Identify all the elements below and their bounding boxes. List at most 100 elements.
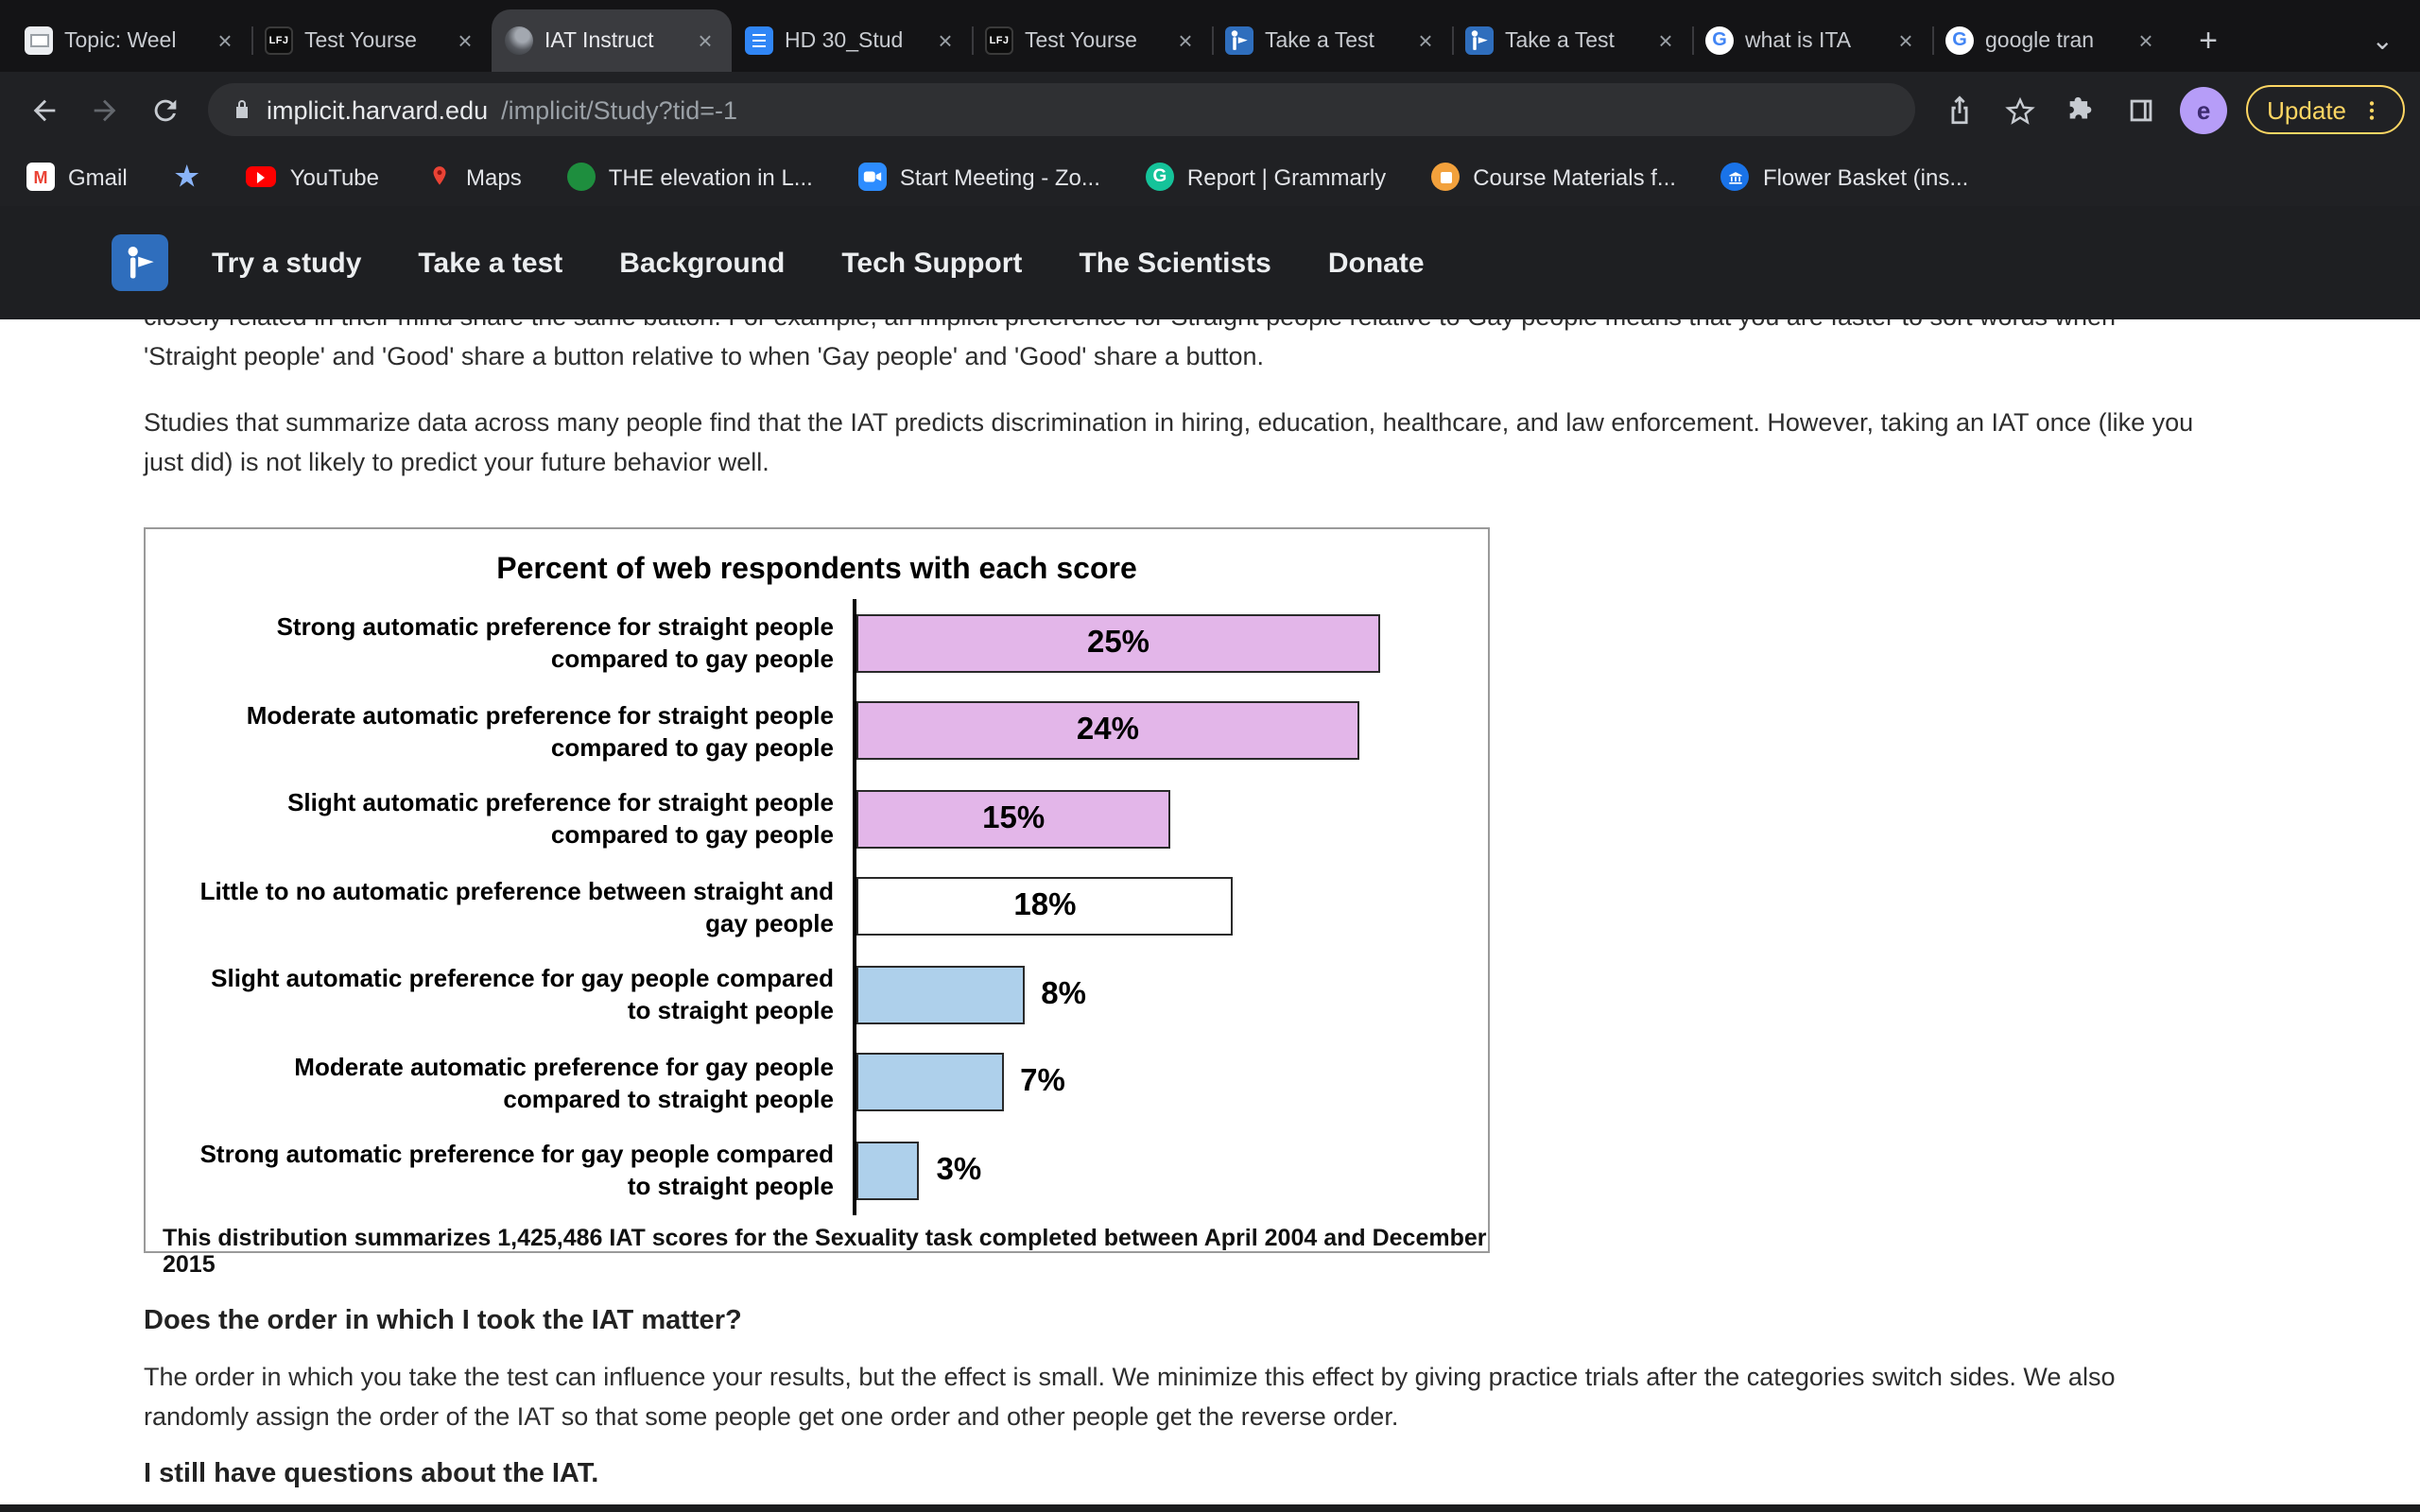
nav-donate[interactable]: Donate xyxy=(1327,247,1425,279)
bar: 24% xyxy=(856,701,1359,761)
bar xyxy=(856,1141,920,1200)
category-label: Slight automatic preference for straight… xyxy=(287,788,834,850)
close-icon[interactable]: × xyxy=(1418,26,1433,54)
bookmark-star-icon[interactable] xyxy=(1991,81,2048,138)
project-implicit-logo[interactable] xyxy=(112,234,168,291)
back-button[interactable] xyxy=(15,81,72,138)
tab-test-yourself-1[interactable]: LFJ Test Yourse × xyxy=(251,9,492,72)
google-icon: G xyxy=(1945,26,1974,55)
body-text: Studies that summarize data across many … xyxy=(144,408,2194,437)
bookmark-youtube[interactable]: YouTube xyxy=(246,163,379,190)
tab-iat-instructions-active[interactable]: IAT Instruct × xyxy=(492,9,732,72)
bookmark-flower-basket[interactable]: Flower Basket (ins... xyxy=(1720,163,1968,191)
bookmark-grammarly[interactable]: G Report | Grammarly xyxy=(1145,163,1387,191)
bookmark-course-materials[interactable]: Course Materials f... xyxy=(1431,163,1676,191)
tab-google-translate[interactable]: G google tran × xyxy=(1932,9,2172,72)
implicit-logo-icon xyxy=(1225,26,1253,55)
bookmark-the-elevation[interactable]: THE elevation in L... xyxy=(566,163,813,191)
clipped-paragraph: closely related in their mind share the … xyxy=(144,319,2420,336)
update-button[interactable]: Update xyxy=(2246,85,2405,134)
page-content: closely related in their mind share the … xyxy=(0,319,2420,1512)
chart-row: Little to no automatic preference betwee… xyxy=(146,863,1488,951)
tab-strip: Topic: Weel × LFJ Test Yourse × IAT Inst… xyxy=(0,0,2420,72)
nav-tech-support[interactable]: Tech Support xyxy=(841,247,1023,279)
bar: 15% xyxy=(856,789,1171,849)
update-label: Update xyxy=(2267,95,2346,124)
tab-hd30-doc[interactable]: HD 30_Stud × xyxy=(732,9,972,72)
side-panel-icon[interactable] xyxy=(2112,81,2169,138)
close-icon[interactable]: × xyxy=(1898,26,1913,54)
share-icon[interactable] xyxy=(1930,81,1987,138)
paragraph-iat-predicts: Studies that summarize data across many … xyxy=(144,403,2420,482)
browser-toolbar: implicit.harvard.edu /implicit/Study?tid… xyxy=(0,72,2420,147)
lfj-icon: LFJ xyxy=(985,26,1013,55)
extensions-puzzle-icon[interactable] xyxy=(2051,81,2108,138)
bar xyxy=(856,1053,1004,1112)
grammarly-icon: G xyxy=(1145,163,1174,191)
bookmark-gmail[interactable]: M Gmail xyxy=(26,163,128,191)
docs-icon xyxy=(745,26,773,55)
chart-row: Slight automatic preference for straight… xyxy=(146,775,1488,863)
tab-take-a-test-1[interactable]: Take a Test × xyxy=(1212,9,1452,72)
body-text: just did) is not likely to predict your … xyxy=(144,448,769,476)
course-icon xyxy=(1431,163,1461,191)
body-text: closely related in their mind share the … xyxy=(144,319,2420,336)
heading-still-questions: I still have questions about the IAT. xyxy=(144,1459,599,1489)
close-icon[interactable]: × xyxy=(938,26,953,54)
bookmark-starred[interactable]: ★ xyxy=(173,161,201,191)
address-bar[interactable]: implicit.harvard.edu /implicit/Study?tid… xyxy=(208,83,1916,136)
tab-topic[interactable]: Topic: Weel × xyxy=(11,9,251,72)
body-text: randomly assign the order of the IAT so … xyxy=(144,1402,1399,1431)
close-icon[interactable]: × xyxy=(698,26,713,54)
lfj-icon: LFJ xyxy=(265,26,293,55)
bookmark-zoom-meeting[interactable]: Start Meeting - Zo... xyxy=(857,163,1100,191)
tab-test-yourself-2[interactable]: LFJ Test Yourse × xyxy=(972,9,1212,72)
category-label: Little to no automatic preference betwee… xyxy=(199,876,834,937)
tab-title: Topic: Weel xyxy=(64,29,177,52)
lock-icon xyxy=(236,100,248,118)
tab-title: what is ITA xyxy=(1745,29,1852,52)
nav-take-a-test[interactable]: Take a test xyxy=(418,247,563,279)
bookmarks-bar: M Gmail ★ YouTube Maps THE elevation in … xyxy=(0,147,2420,206)
body-text: The order in which you take the test can… xyxy=(144,1363,2116,1391)
nav-try-a-study[interactable]: Try a study xyxy=(212,247,362,279)
bookmark-label: Report | Grammarly xyxy=(1186,163,1387,190)
close-icon[interactable]: × xyxy=(217,26,233,54)
youtube-icon xyxy=(246,165,277,188)
implicit-logo-icon xyxy=(1465,26,1494,55)
bookmark-label: Gmail xyxy=(68,163,128,190)
category-label: Slight automatic preference for gay peop… xyxy=(211,964,834,1025)
chevron-down-icon[interactable]: ⌄ xyxy=(2371,25,2394,55)
tab-title: Take a Test xyxy=(1505,29,1615,52)
reload-button[interactable] xyxy=(136,81,193,138)
forward-button[interactable] xyxy=(76,81,132,138)
nav-the-scientists[interactable]: The Scientists xyxy=(1079,247,1271,279)
site-nav: Try a study Take a test Background Tech … xyxy=(0,206,2420,319)
chart-row: Strong automatic preference for gay peop… xyxy=(146,1126,1488,1214)
close-icon[interactable]: × xyxy=(1658,26,1673,54)
close-icon[interactable]: × xyxy=(1178,26,1193,54)
new-tab-button[interactable]: + xyxy=(2199,23,2218,59)
profile-avatar[interactable]: e xyxy=(2180,86,2228,133)
menu-dots-icon xyxy=(2369,100,2375,119)
chart-row: Slight automatic preference for gay peop… xyxy=(146,951,1488,1039)
tab-what-is-ita[interactable]: G what is ITA × xyxy=(1692,9,1932,72)
url-path: /implicit/Study?tid=-1 xyxy=(501,95,737,124)
close-icon[interactable]: × xyxy=(458,26,473,54)
close-icon[interactable]: × xyxy=(2138,26,2153,54)
nav-background[interactable]: Background xyxy=(619,247,786,279)
category-label: Moderate automatic preference for gay pe… xyxy=(294,1052,834,1113)
bookmark-maps[interactable]: Maps xyxy=(424,163,522,191)
tab-take-a-test-2[interactable]: Take a Test × xyxy=(1452,9,1692,72)
chart-title: Percent of web respondents with each sco… xyxy=(496,554,1137,586)
bar: 18% xyxy=(856,877,1234,936)
paragraph-order: The order in which you take the test can… xyxy=(144,1357,2420,1436)
score-distribution-chart: Percent of web respondents with each sco… xyxy=(144,527,1490,1277)
value-label: 3% xyxy=(936,1152,982,1187)
chart-rows: Strong automatic preference for straight… xyxy=(146,599,1488,1214)
category-label: Moderate automatic preference for straig… xyxy=(246,700,834,762)
site-nav-links: Try a study Take a test Background Tech … xyxy=(212,247,1425,279)
slides-icon xyxy=(25,26,53,55)
video-camera-icon xyxy=(857,163,887,191)
